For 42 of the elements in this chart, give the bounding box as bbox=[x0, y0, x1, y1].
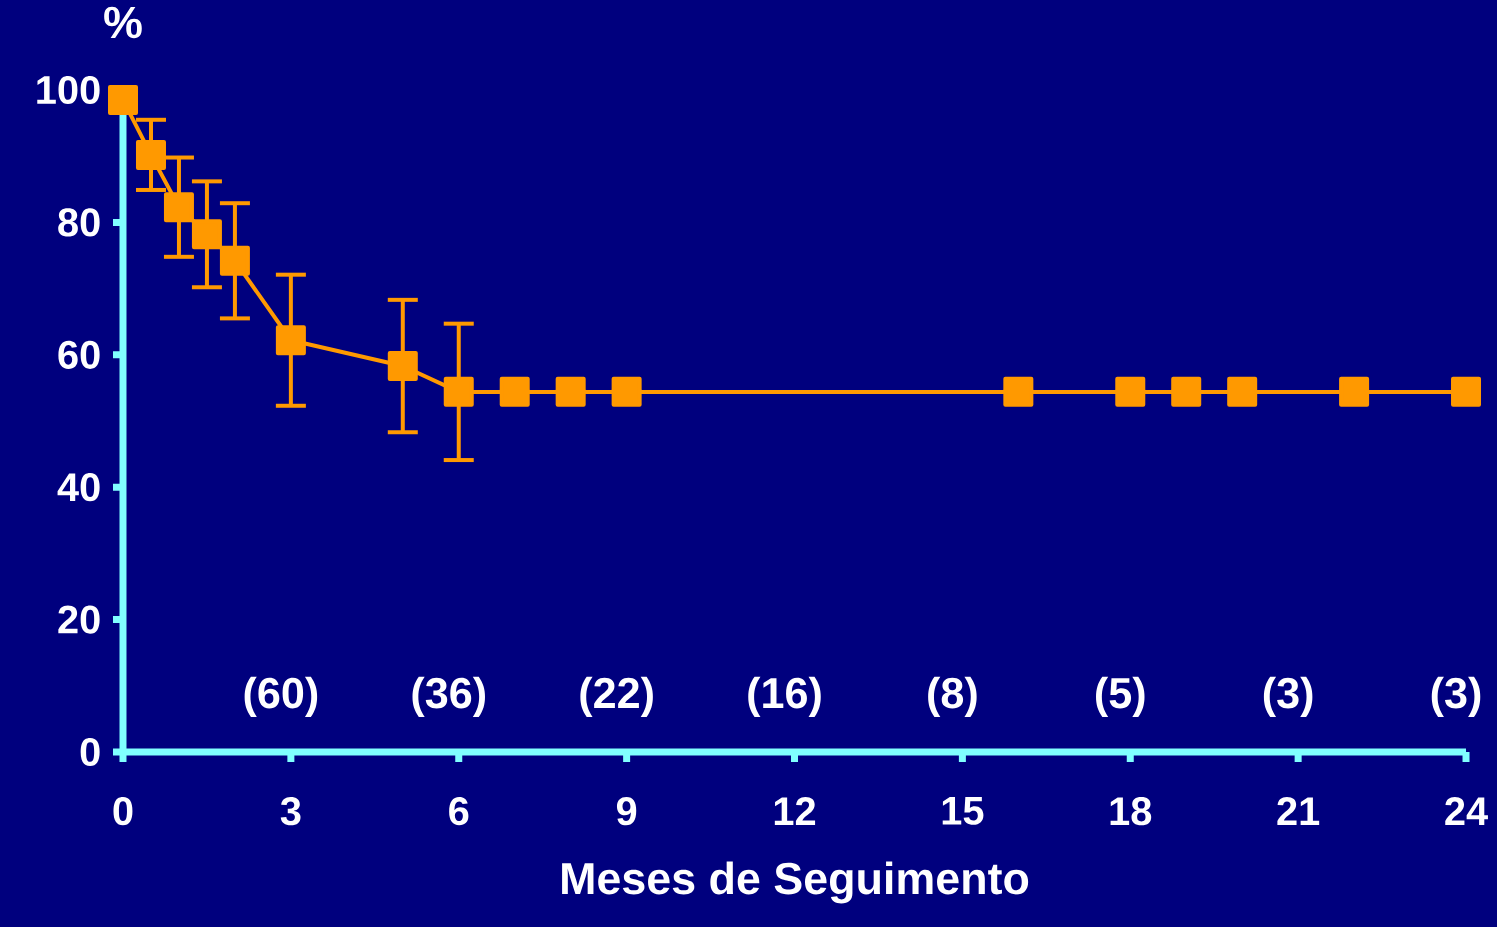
point bbox=[219, 245, 250, 276]
x-tick-label: 21 bbox=[1277, 797, 1320, 825]
annotation: (3) bbox=[1431, 676, 1481, 717]
point bbox=[1003, 376, 1034, 407]
y-tick-label: 0 bbox=[80, 737, 100, 767]
point bbox=[1451, 376, 1482, 407]
point bbox=[611, 376, 642, 407]
x-tick-label: 6 bbox=[449, 797, 469, 826]
y-tick-label: 20 bbox=[58, 605, 100, 634]
y-axis-title: % bbox=[104, 6, 142, 39]
annotation: (36) bbox=[412, 676, 485, 717]
annotation: (22) bbox=[580, 676, 653, 717]
x-tick-label: 0 bbox=[113, 797, 133, 826]
x-tick-label: 15 bbox=[942, 797, 984, 825]
y-tick-label: 40 bbox=[57, 473, 100, 502]
point bbox=[163, 192, 194, 223]
annotation: (3) bbox=[1263, 676, 1313, 717]
point bbox=[555, 376, 586, 407]
x-tick-label: 9 bbox=[616, 797, 637, 826]
point bbox=[135, 139, 166, 170]
annotation: (8) bbox=[928, 676, 977, 717]
x-axis-title: Meses de Seguimento bbox=[562, 861, 1029, 904]
point bbox=[387, 351, 418, 382]
point bbox=[275, 325, 306, 356]
annotation: (5) bbox=[1096, 676, 1145, 717]
y-tick-label: 100 bbox=[37, 75, 100, 105]
point bbox=[1115, 376, 1146, 407]
point bbox=[499, 376, 530, 407]
point bbox=[1171, 376, 1202, 407]
annotation: (60) bbox=[244, 676, 318, 717]
point bbox=[191, 219, 222, 250]
y-tick-label: 60 bbox=[58, 340, 100, 369]
point bbox=[1227, 376, 1258, 407]
annotation: (16) bbox=[748, 676, 821, 717]
point bbox=[1339, 376, 1370, 407]
y-tick-label: 80 bbox=[58, 208, 100, 237]
x-tick-label: 18 bbox=[1110, 797, 1152, 826]
point bbox=[443, 376, 474, 407]
x-tick-label: 12 bbox=[774, 797, 816, 825]
x-tick-label: 24 bbox=[1445, 797, 1488, 825]
x-tick-label: 3 bbox=[280, 797, 301, 826]
point bbox=[108, 84, 138, 115]
